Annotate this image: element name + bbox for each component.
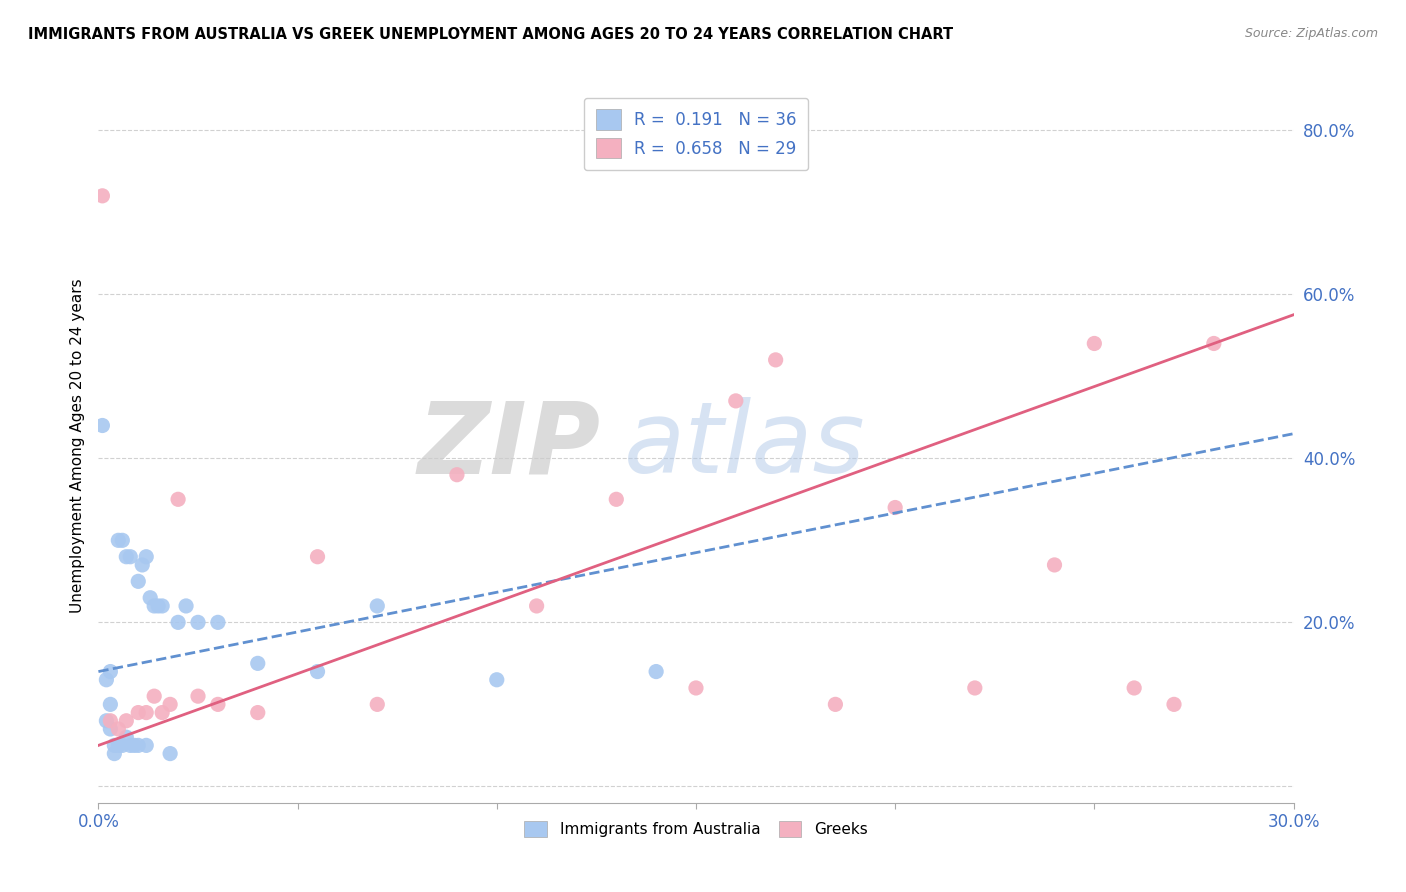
- Point: [131, 558, 153, 572]
- Text: IMMIGRANTS FROM AUSTRALIA VS GREEK UNEMPLOYMENT AMONG AGES 20 TO 24 YEARS CORREL: IMMIGRANTS FROM AUSTRALIA VS GREEK UNEMP…: [28, 27, 953, 42]
- Point: [115, 730, 138, 744]
- Point: [148, 599, 170, 613]
- Point: [115, 549, 138, 564]
- Point: [207, 698, 229, 712]
- Point: [159, 698, 181, 712]
- Point: [135, 739, 157, 753]
- Point: [187, 689, 209, 703]
- Point: [446, 467, 468, 482]
- Point: [120, 549, 142, 564]
- Point: [307, 549, 329, 564]
- Point: [103, 739, 125, 753]
- Point: [366, 599, 388, 613]
- Point: [1123, 681, 1146, 695]
- Point: [207, 615, 229, 630]
- Point: [765, 352, 787, 367]
- Point: [143, 689, 166, 703]
- Point: [1083, 336, 1105, 351]
- Point: [685, 681, 707, 695]
- Point: [1163, 698, 1185, 712]
- Point: [724, 393, 747, 408]
- Text: Source: ZipAtlas.com: Source: ZipAtlas.com: [1244, 27, 1378, 40]
- Point: [98, 665, 122, 679]
- Point: [824, 698, 846, 712]
- Y-axis label: Unemployment Among Ages 20 to 24 years: Unemployment Among Ages 20 to 24 years: [69, 278, 84, 614]
- Point: [127, 706, 149, 720]
- Point: [963, 681, 986, 695]
- Point: [187, 615, 209, 630]
- Point: [115, 714, 138, 728]
- Point: [246, 657, 269, 671]
- Point: [91, 418, 114, 433]
- Point: [98, 698, 122, 712]
- Point: [143, 599, 166, 613]
- Point: [485, 673, 508, 687]
- Point: [307, 665, 329, 679]
- Point: [135, 549, 157, 564]
- Point: [159, 747, 181, 761]
- Point: [605, 492, 627, 507]
- Point: [96, 714, 118, 728]
- Point: [246, 706, 269, 720]
- Point: [135, 706, 157, 720]
- Point: [174, 599, 197, 613]
- Legend: Immigrants from Australia, Greeks: Immigrants from Australia, Greeks: [517, 814, 875, 845]
- Point: [127, 739, 149, 753]
- Point: [645, 665, 668, 679]
- Point: [103, 747, 125, 761]
- Point: [98, 714, 122, 728]
- Point: [884, 500, 907, 515]
- Point: [150, 599, 173, 613]
- Point: [120, 739, 142, 753]
- Point: [139, 591, 162, 605]
- Point: [111, 533, 134, 548]
- Point: [526, 599, 548, 613]
- Text: atlas: atlas: [624, 398, 866, 494]
- Point: [107, 739, 129, 753]
- Point: [167, 615, 190, 630]
- Point: [1202, 336, 1225, 351]
- Point: [167, 492, 190, 507]
- Point: [98, 722, 122, 736]
- Point: [111, 739, 134, 753]
- Point: [366, 698, 388, 712]
- Point: [124, 739, 146, 753]
- Point: [107, 533, 129, 548]
- Point: [91, 189, 114, 203]
- Point: [96, 673, 118, 687]
- Point: [150, 706, 173, 720]
- Text: ZIP: ZIP: [418, 398, 600, 494]
- Point: [1043, 558, 1066, 572]
- Point: [107, 722, 129, 736]
- Point: [127, 574, 149, 589]
